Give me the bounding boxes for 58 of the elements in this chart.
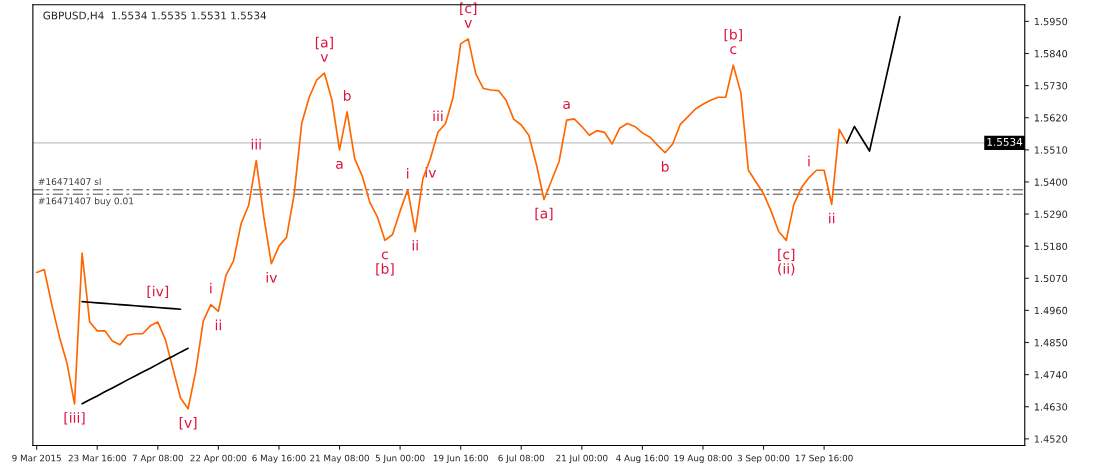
y-tick-label: 1.5070 [1034, 274, 1068, 283]
data-label: iv [425, 166, 437, 178]
data-label: c [b] [376, 251, 394, 276]
y-tick-label: 1.5400 [1034, 178, 1068, 186]
data-label: [v] [179, 417, 197, 430]
y-tick-label: 1.5620 [1034, 114, 1068, 122]
y-tick-label: 1.4740 [1034, 371, 1068, 379]
data-label: ii [215, 319, 221, 331]
x-tick-label: 4 Aug 16:00 [616, 454, 669, 464]
y-tick-label: 1.5290 [1034, 210, 1068, 218]
data-label: b [661, 161, 669, 172]
data-label: iii [433, 110, 443, 122]
data-label: a [336, 160, 343, 169]
data-label: [iii] [64, 412, 85, 425]
data-label: ii [412, 239, 418, 251]
ref-line-label: #16471407 buy 0.01 [38, 197, 134, 207]
x-tick-label: 21 Jul 00:00 [556, 454, 608, 463]
x-tick-label: 19 Aug 08:00 [674, 454, 732, 464]
ref-line-label: #16471407 sl [38, 178, 101, 186]
data-label: [c] v [460, 2, 477, 28]
x-tick-label: 19 Jun 16:00 [433, 454, 488, 463]
x-tick-label: 9 Mar 2015 [12, 454, 61, 462]
data-label: [a] v [315, 36, 333, 62]
y-tick-label: 1.4960 [1034, 306, 1068, 315]
data-label: i [210, 282, 212, 294]
data-label: iii [251, 138, 261, 150]
x-tick-label: 17 Sep 16:00 [795, 454, 853, 464]
data-label: [b] c [724, 28, 742, 55]
x-tick-label: 6 Jul 08:00 [498, 454, 545, 463]
ref-line-label: 1.5534 [987, 137, 1023, 146]
data-label: a [563, 101, 570, 110]
line-series [81, 347, 189, 405]
data-label: i [407, 168, 409, 179]
data-label: iv [266, 272, 278, 283]
line-series [845, 15, 901, 152]
x-tick-label: 22 Apr 00:00 [190, 454, 247, 464]
y-tick-label: 1.5180 [1034, 242, 1068, 250]
x-tick-label: 5 Jun 00:00 [375, 454, 425, 463]
x-tick-label: 6 May 16:00 [252, 454, 306, 464]
line-series [81, 300, 182, 311]
y-tick-label: 1.5950 [1034, 17, 1068, 26]
data-label: ii [829, 212, 835, 224]
x-tick-label: 23 Mar 16:00 [68, 454, 126, 462]
y-tick-label: 1.5730 [1034, 82, 1068, 90]
data-label: [iv] [147, 285, 169, 299]
y-tick-label: 1.4520 [1034, 435, 1068, 443]
y-tick-label: 1.4850 [1034, 338, 1068, 347]
x-tick-label: 21 May 08:00 [310, 454, 369, 464]
y-tick-label: 1.5510 [1034, 146, 1068, 154]
data-label: b [343, 90, 351, 101]
data-label: i [808, 155, 810, 167]
text: GBPUSD,H4 1.5534 1.5535 1.5531 1.5534 [43, 11, 267, 21]
x-tick-label: 3 Sep 00:00 [737, 454, 790, 464]
data-label: [a] [535, 207, 553, 221]
data-label: [c] (ii) [778, 248, 795, 276]
y-tick-label: 1.5840 [1034, 49, 1068, 58]
y-tick-label: 1.4630 [1034, 403, 1068, 411]
x-tick-label: 7 Apr 08:00 [132, 454, 183, 464]
